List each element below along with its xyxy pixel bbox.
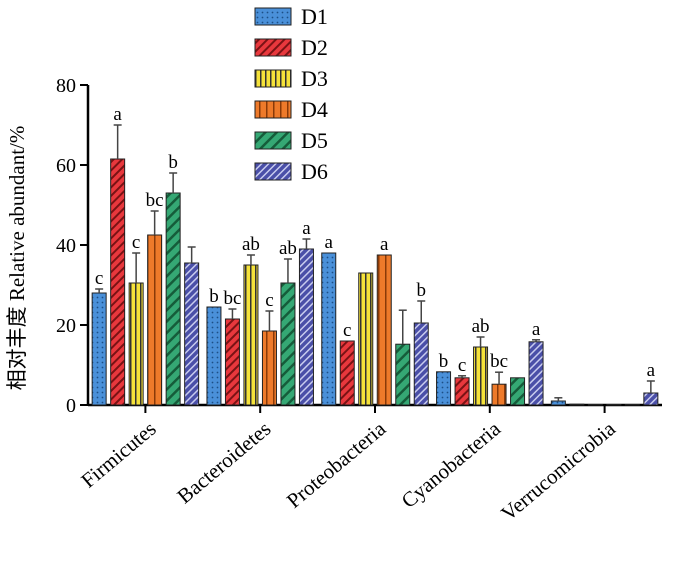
- bar: [206, 306, 222, 406]
- bar: [473, 346, 489, 406]
- bar: [395, 343, 411, 406]
- bars: [91, 124, 659, 406]
- significance-label: b: [417, 280, 427, 301]
- legend-swatch: [254, 38, 292, 57]
- y-tick-label: 20: [56, 315, 76, 337]
- axes: 0 20 40 60 80: [56, 75, 662, 417]
- significance-label: a: [532, 319, 541, 340]
- significance-label: a: [380, 234, 389, 255]
- legend-swatch: [254, 7, 292, 26]
- significance-label: b: [209, 286, 219, 307]
- bar: [569, 403, 585, 406]
- bar: [436, 371, 452, 406]
- bar: [528, 341, 544, 406]
- legend-label: D6: [301, 159, 328, 184]
- bar: [643, 392, 659, 406]
- bar: [454, 377, 470, 406]
- bar: [491, 383, 507, 406]
- significance-label: ab: [279, 238, 297, 259]
- significance-label: bc: [223, 288, 241, 309]
- bar: [91, 292, 107, 406]
- bar: [280, 282, 296, 406]
- significance-label: ab: [242, 234, 260, 255]
- bar: [550, 400, 566, 406]
- bar: [321, 252, 337, 406]
- bar: [165, 192, 181, 406]
- significance-label: a: [647, 360, 656, 381]
- category-label: Cyanobacteria: [397, 416, 506, 513]
- significance-label: a: [302, 218, 311, 239]
- legend-swatch: [254, 162, 292, 181]
- significance-label: a: [325, 232, 334, 253]
- legend-label: D5: [301, 128, 328, 153]
- y-axis-label: 相对丰度 Relative abundant/%: [5, 126, 29, 391]
- y-tick-label: 60: [56, 155, 76, 177]
- bar: [243, 264, 259, 406]
- significance-label: c: [95, 268, 103, 289]
- y-tick-label: 0: [66, 395, 76, 417]
- legend-label: D4: [301, 97, 328, 122]
- legend-label: D3: [301, 66, 328, 91]
- significance-label: ab: [472, 316, 490, 337]
- significance-label: bc: [490, 351, 508, 372]
- bar: [261, 330, 277, 406]
- y-tick-label: 80: [56, 75, 76, 97]
- significance-label: a: [113, 104, 122, 125]
- category-label: Firmicutes: [76, 416, 160, 492]
- significance-label: c: [458, 355, 466, 376]
- significance-label: b: [439, 351, 449, 372]
- bar: [110, 158, 126, 406]
- legend-label: D2: [301, 35, 328, 60]
- significance-label: c: [343, 320, 351, 341]
- legend-label: D1: [301, 4, 328, 29]
- category-label: Verrucomicrobia: [496, 416, 620, 526]
- bar: [298, 248, 314, 406]
- significance-label: c: [132, 232, 140, 253]
- category-label: Bacteroidetes: [172, 416, 275, 508]
- category-label: Proteobacteria: [282, 416, 391, 513]
- bar: [184, 262, 200, 406]
- legend: D1 D2 D3 D4 D5 D6: [254, 4, 328, 184]
- bar: [224, 318, 240, 406]
- bar: [339, 340, 355, 406]
- bar: [624, 404, 640, 406]
- legend-swatch: [254, 69, 292, 88]
- bar: [147, 234, 163, 406]
- bar: [510, 377, 526, 406]
- bar: [128, 282, 144, 406]
- significance-label: bc: [146, 190, 164, 211]
- y-tick-label: 40: [56, 235, 76, 257]
- significance-label: c: [265, 290, 273, 311]
- category-labels: Firmicutes Bacteroidetes Proteobacteria Cya…: [76, 416, 620, 526]
- significance-label: b: [168, 152, 178, 173]
- legend-swatch: [254, 100, 292, 119]
- bar: [587, 404, 603, 406]
- bar: [413, 322, 429, 406]
- bar: [606, 404, 622, 406]
- bar: [358, 272, 374, 406]
- bar: [376, 254, 392, 406]
- legend-swatch: [254, 131, 292, 150]
